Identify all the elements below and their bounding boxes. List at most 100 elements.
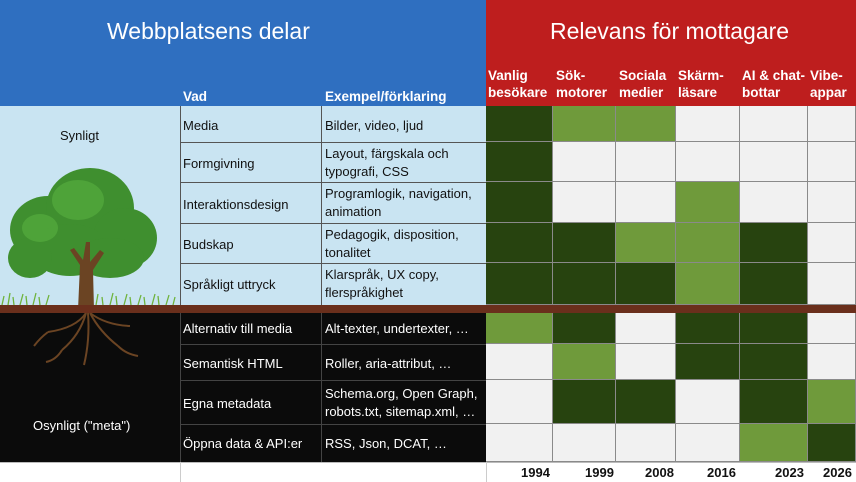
row-label-interaktionsdesign: Interaktionsdesign [183, 197, 289, 212]
relevance-cell [808, 380, 856, 424]
audience-header-sokmotorer: Sök- motorer [556, 68, 608, 100]
column-divider [180, 312, 181, 462]
relevance-cell [486, 380, 553, 424]
footer-row [0, 462, 856, 482]
relevance-cell [616, 313, 676, 344]
column-divider [180, 106, 181, 306]
relevance-cell [808, 142, 856, 182]
relevance-cell [740, 344, 808, 380]
section-label-visible: Synligt [60, 128, 100, 143]
relevance-cell [486, 424, 553, 462]
row-label-oppna-data: Öppna data & API:er [183, 436, 303, 451]
year-label: 2023 [775, 465, 804, 480]
row-divider [180, 142, 486, 143]
relevance-cell [740, 313, 808, 344]
row-label-egna-metadata: Egna metadata [183, 396, 272, 411]
relevance-cell [808, 344, 856, 380]
relevance-cell [740, 380, 808, 424]
column-header-vad: Vad [183, 89, 208, 104]
relevance-cell [553, 142, 616, 182]
audience-header-vanlig-besokare: Vanlig besökare [488, 68, 548, 100]
header-right-panel [486, 0, 856, 106]
row-label-budskap: Budskap [183, 237, 234, 252]
right-title: Relevans för mottagare [550, 18, 790, 44]
relevance-cell [676, 380, 740, 424]
column-divider [321, 106, 322, 306]
column-divider [321, 312, 322, 462]
row-example-alternativ-till-media: Alt-texter, undertexter, … [325, 321, 469, 336]
relevance-cell [486, 313, 553, 344]
audience-header-ai-chatbottar: AI & chat- bottar [742, 68, 806, 100]
relevance-cell [616, 263, 676, 305]
relevance-cell [740, 424, 808, 462]
row-divider [180, 182, 486, 183]
relevance-cell [616, 380, 676, 424]
relevance-cell [808, 182, 856, 223]
invisible-section-background [0, 312, 486, 462]
row-label-alternativ-till-media: Alternativ till media [183, 321, 293, 336]
row-label-formgivning: Formgivning [183, 156, 255, 171]
audience-header-skarmlasare: Skärm- läsare [678, 68, 724, 100]
relevance-cell [486, 106, 553, 142]
row-example-media: Bilder, video, ljud [325, 118, 424, 133]
relevance-cell [676, 263, 740, 305]
relevance-cell [486, 223, 553, 263]
row-example-egna-metadata: Schema.org, Open Graph, robots.txt, sitem… [325, 386, 478, 419]
relevance-cell [616, 182, 676, 223]
relevance-cell [808, 223, 856, 263]
tree-illustration [1, 168, 176, 366]
relevance-cell [808, 263, 856, 305]
relevance-cell [740, 182, 808, 223]
relevance-cell [553, 106, 616, 142]
row-example-budskap: Pedagogik, disposition, tonalitet [325, 227, 459, 260]
relevance-cell [676, 344, 740, 380]
row-divider [180, 223, 486, 224]
footer-divider [486, 462, 487, 482]
row-example-semantisk-html: Roller, aria-attribut, … [325, 356, 452, 371]
relevance-cell [676, 182, 740, 223]
relevance-cell [616, 106, 676, 142]
soil-divider [0, 305, 856, 313]
relevance-cell [553, 182, 616, 223]
footer-divider [180, 462, 181, 482]
row-divider [180, 380, 486, 381]
relevance-cell [676, 313, 740, 344]
relevance-cell [553, 380, 616, 424]
audience-header-vibe-appar: Vibe- appar [810, 68, 847, 100]
audience-header-sociala-medier: Sociala medier [619, 68, 667, 100]
relevance-cell [808, 106, 856, 142]
trunk-icon [70, 242, 104, 310]
relevance-cell [740, 223, 808, 263]
relevance-cell [553, 263, 616, 305]
relevance-cell [553, 313, 616, 344]
row-divider [180, 263, 486, 264]
year-label: 2016 [707, 465, 736, 480]
relevance-cell [616, 424, 676, 462]
row-example-sprakligt-uttryck: Klarspråk, UX copy, flerspråkighet [325, 267, 439, 300]
year-label: 2026 [823, 465, 852, 480]
row-label-semantisk-html: Semantisk HTML [183, 356, 283, 371]
relevance-cell [553, 344, 616, 380]
relevance-cell [676, 424, 740, 462]
row-label-media: Media [183, 118, 219, 133]
header-left-panel [0, 0, 486, 106]
year-label: 2008 [645, 465, 674, 480]
relevance-cell [486, 182, 553, 223]
relevance-cell [616, 223, 676, 263]
year-label: 1994 [521, 465, 550, 480]
left-title: Webbplatsens delar [107, 18, 310, 44]
grass-icon [1, 292, 176, 306]
section-label-invisible: Osynligt ("meta") [33, 418, 131, 433]
relevance-cell [808, 313, 856, 344]
relevance-cell [676, 106, 740, 142]
roots-icon [33, 312, 139, 366]
relevance-cell [676, 223, 740, 263]
relevance-cell [808, 424, 856, 462]
row-divider [180, 344, 486, 345]
row-divider [180, 424, 486, 425]
relevance-cell [486, 142, 553, 182]
relevance-cell [740, 106, 808, 142]
year-label: 1999 [585, 465, 614, 480]
relevance-cell [616, 344, 676, 380]
row-example-oppna-data: RSS, Json, DCAT, … [325, 436, 447, 451]
